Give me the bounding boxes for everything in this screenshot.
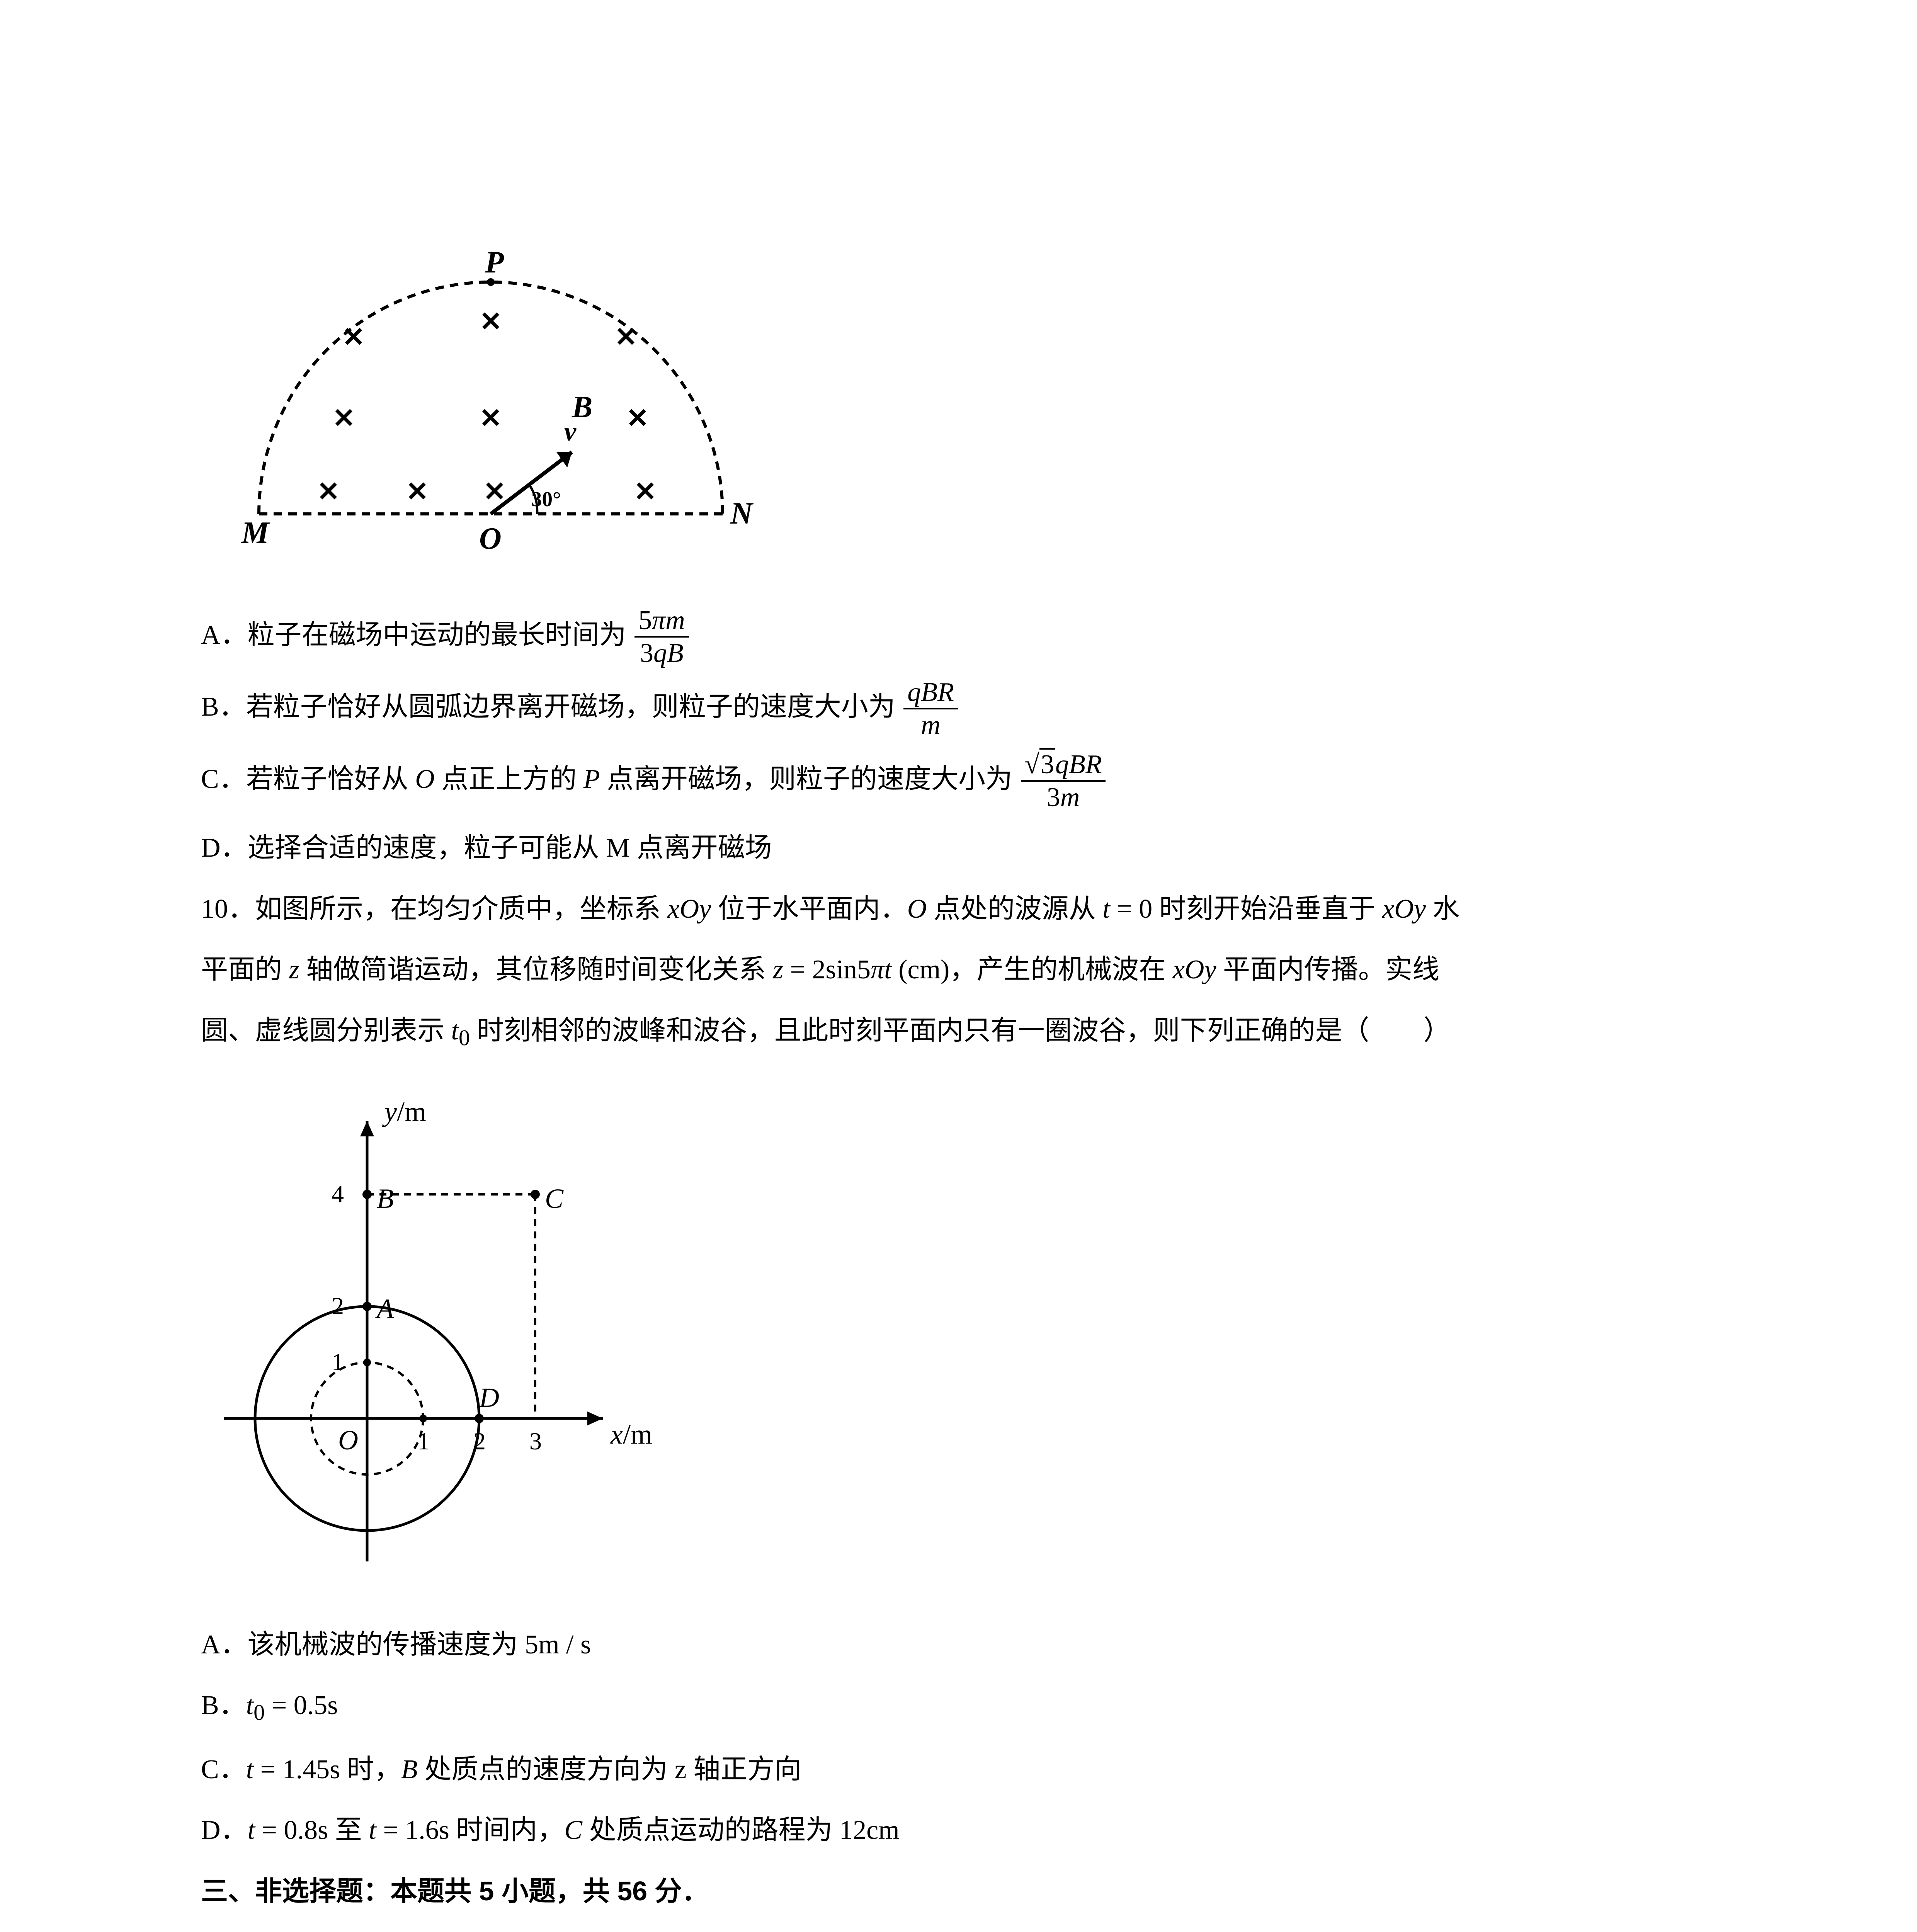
q10-stem-line3: 圆、虚线圆分别表示 t0 时刻相邻的波峰和波谷，且此时刻平面内只有一圈波谷，则下… [201, 1005, 1716, 1060]
label-M: M [241, 516, 270, 550]
label-xaxis: x/m [610, 1419, 652, 1450]
svg-text:2: 2 [332, 1292, 344, 1320]
svg-text:✕: ✕ [634, 477, 657, 507]
q9-option-A: A．粒子在磁场中运动的最长时间为 5πm3qB [201, 606, 1716, 669]
svg-text:✕: ✕ [626, 404, 649, 434]
q10-option-C: C．t = 1.45s 时，B 处质点的速度方向为 z 轴正方向 [201, 1744, 1716, 1795]
label-O: O [479, 522, 502, 556]
label-N: N [730, 497, 754, 531]
label-P: P [485, 245, 504, 279]
svg-text:✕: ✕ [317, 477, 340, 507]
q10-stem-line2: 平面的 z 轴做简谐运动，其位移随时间变化关系 z = 2sin5πt (cm)… [201, 944, 1716, 995]
label-O2: O [338, 1425, 358, 1456]
svg-text:✕: ✕ [615, 323, 638, 352]
q9-option-D: D．选择合适的速度，粒子可能从 M 点离开磁场 [201, 822, 1716, 874]
q10-stem-line1: 10．如图所示，在均匀介质中，坐标系 xOy 位于水平面内．O 点处的波源从 t… [201, 883, 1716, 935]
fig-wave-xy: y/m x/m 1 2 4 1 2 3 A B C D O [201, 1071, 1716, 1609]
svg-text:2: 2 [473, 1427, 486, 1455]
label-C: C [545, 1183, 564, 1214]
label-B: B [377, 1183, 394, 1214]
svg-text:3: 3 [529, 1427, 542, 1455]
q9-option-C: C．若粒子恰好从 O 点正上方的 P 点离开磁场，则粒子的速度大小为 3qBR … [201, 750, 1716, 813]
svg-text:1: 1 [417, 1427, 430, 1455]
q9-option-B: B．若粒子恰好从圆弧边界离开磁场，则粒子的速度大小为 qBRm [201, 678, 1716, 741]
svg-text:✕: ✕ [333, 404, 356, 434]
svg-text:✕: ✕ [480, 404, 502, 434]
label-v: v [564, 417, 577, 447]
svg-text:✕: ✕ [406, 477, 429, 507]
q10-option-A: A．该机械波的传播速度为 5m / s [201, 1619, 1716, 1670]
q10-option-B: B．t0 = 0.5s [201, 1680, 1716, 1734]
label-D: D [479, 1382, 499, 1413]
fig-magnetic-field: ✕ ✕ ✕ ✕ ✕ ✕ ✕ ✕ ✕ ✕ P B v M O N 30° [201, 174, 1716, 597]
label-yaxis: y/m [382, 1096, 426, 1127]
section-3-title: 三、非选择题：本题共 5 小题，共 56 分． [201, 1866, 1716, 1917]
svg-text:1: 1 [332, 1348, 344, 1376]
label-angle: 30° [531, 487, 561, 511]
label-A: A [375, 1293, 394, 1324]
svg-text:✕: ✕ [480, 307, 502, 337]
q10-option-D: D．t = 0.8s 至 t = 1.6s 时间内，C 处质点运动的路程为 12… [201, 1804, 1716, 1856]
svg-text:✕: ✕ [342, 323, 365, 352]
q11-stem: 11．（8 分）为了探究物体质量一定时加速度与力的关系，甲、乙同学设计了如图所示… [201, 1926, 1716, 1932]
svg-text:4: 4 [332, 1180, 344, 1208]
